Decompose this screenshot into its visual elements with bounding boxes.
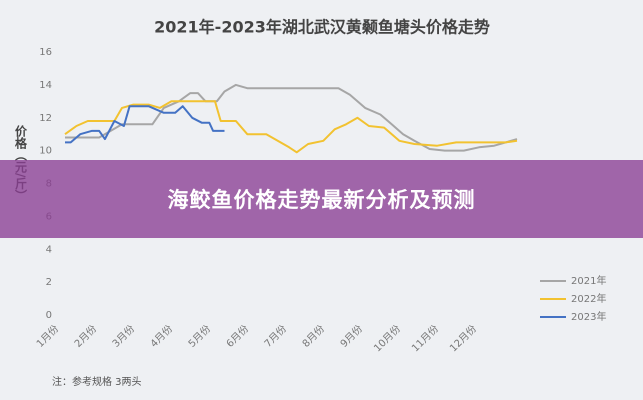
x-tick-label: 7月份 bbox=[262, 323, 289, 350]
x-tick-label: 6月份 bbox=[224, 323, 251, 350]
line bbox=[65, 105, 225, 144]
line bbox=[64, 100, 518, 154]
footnote: 注：参考规格 3两头 bbox=[52, 375, 142, 388]
y-tick-label: 2 bbox=[46, 277, 52, 288]
line bbox=[65, 83, 518, 152]
y-tick-label: 16 bbox=[39, 47, 52, 58]
y-tick-label: 0 bbox=[46, 310, 52, 321]
x-tick-label: 1月份 bbox=[34, 323, 61, 350]
x-tick-label: 3月份 bbox=[110, 323, 137, 350]
y-tick-label: 4 bbox=[46, 244, 52, 255]
y-tick-label: 12 bbox=[39, 113, 52, 124]
y-tick-label: 10 bbox=[39, 146, 52, 157]
legend-label: 2021年 bbox=[571, 274, 606, 287]
x-tick-label: 2月份 bbox=[72, 323, 99, 350]
x-tick-label: 10月份 bbox=[371, 323, 403, 355]
chart-title: 2021年-2023年湖北武汉黄颡鱼塘头价格走势 bbox=[154, 18, 490, 37]
legend-label: 2022年 bbox=[571, 292, 606, 305]
legend-label: 2023年 bbox=[571, 310, 606, 323]
banner: 海鲛鱼价格走势最新分析及预测 bbox=[0, 160, 643, 238]
x-tick-label: 11月份 bbox=[409, 323, 441, 355]
x-tick-label: 5月份 bbox=[186, 323, 213, 350]
y-tick-label: 14 bbox=[39, 80, 52, 91]
x-tick-label: 9月份 bbox=[338, 323, 365, 350]
x-tick-label: 12月份 bbox=[447, 323, 479, 355]
x-tick-label: 4月份 bbox=[148, 323, 175, 350]
x-tick-label: 8月份 bbox=[300, 323, 327, 350]
